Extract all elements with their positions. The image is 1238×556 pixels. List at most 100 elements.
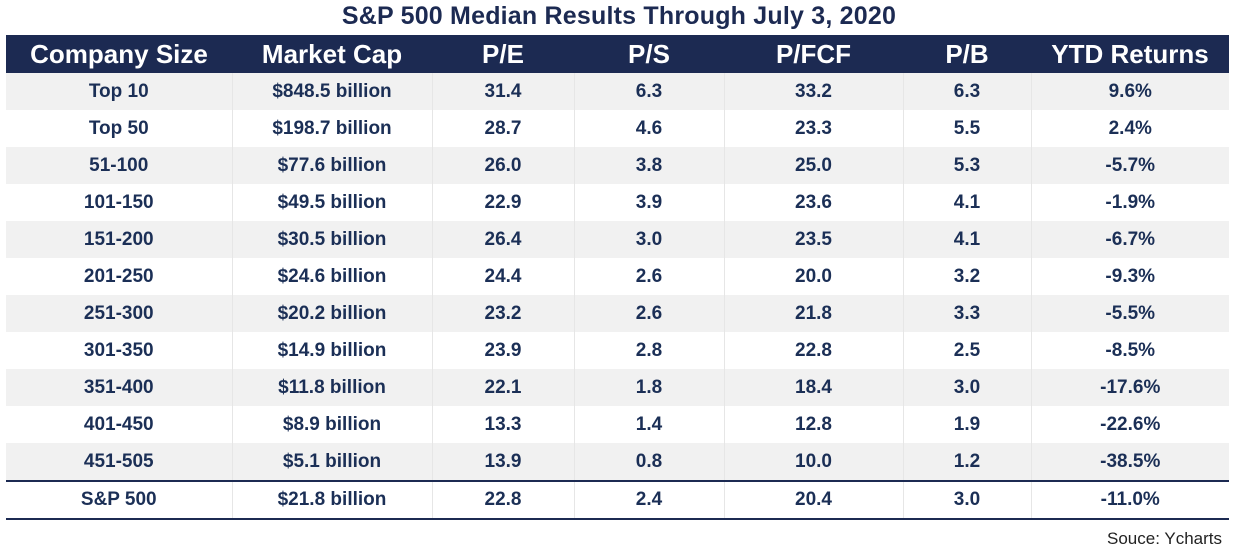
table-cell: 26.4 — [432, 221, 575, 258]
total-cell: 20.4 — [724, 480, 904, 520]
total-cell: 2.4 — [574, 480, 725, 520]
results-table-container: Company Size Market Cap P/E P/S P/FCF P/B YTD … — [6, 35, 1229, 520]
table-cell: -6.7% — [1031, 221, 1229, 258]
table-cell: 1.9 — [903, 406, 1032, 443]
table-cell: 101-150 — [6, 184, 233, 221]
table-cell: 4.1 — [903, 184, 1032, 221]
table-cell: 251-300 — [6, 295, 233, 332]
table-cell: -1.9% — [1031, 184, 1229, 221]
table-cell: -5.5% — [1031, 295, 1229, 332]
table-cell: 6.3 — [903, 73, 1032, 110]
table-cell: 31.4 — [432, 73, 575, 110]
table-cell: 351-400 — [6, 369, 233, 406]
column-header: P/FCF — [724, 35, 903, 73]
table-cell: 451-505 — [6, 443, 233, 481]
table-cell: 18.4 — [724, 369, 904, 406]
table-cell: 151-200 — [6, 221, 233, 258]
table-cell: 3.0 — [903, 369, 1032, 406]
table-cell: 2.8 — [574, 332, 725, 369]
table-cell: 2.5 — [903, 332, 1032, 369]
table-cell: 23.6 — [724, 184, 904, 221]
table-cell: 1.2 — [903, 443, 1032, 481]
table-cell: 23.5 — [724, 221, 904, 258]
table-cell: $5.1 billion — [232, 443, 433, 481]
table-body: Top 10 $848.5 billion 31.4 6.3 33.2 6.3 9.6% To… — [6, 73, 1229, 520]
table-row: 401-450 $8.9 billion 13.3 1.4 12.8 1.9 -22.6% — [6, 406, 1229, 443]
table-row: Top 10 $848.5 billion 31.4 6.3 33.2 6.3 9.6% — [6, 73, 1229, 110]
table-row: 451-505 $5.1 billion 13.9 0.8 10.0 1.2 -38.5% — [6, 443, 1229, 481]
table-cell: $11.8 billion — [232, 369, 433, 406]
table-cell: 401-450 — [6, 406, 233, 443]
table-cell: 20.0 — [724, 258, 904, 295]
table-row: 201-250 $24.6 billion 24.4 2.6 20.0 3.2 -9.3% — [6, 258, 1229, 295]
table-cell: -8.5% — [1031, 332, 1229, 369]
table-row: 151-200 $30.5 billion 26.4 3.0 23.5 4.1 -6.7% — [6, 221, 1229, 258]
table-cell: 1.4 — [574, 406, 725, 443]
table-cell: 4.1 — [903, 221, 1032, 258]
column-header: Company Size — [6, 35, 232, 73]
table-cell: 6.3 — [574, 73, 725, 110]
table-cell: $848.5 billion — [232, 73, 433, 110]
column-header: P/B — [903, 35, 1031, 73]
table-cell: 3.3 — [903, 295, 1032, 332]
table-cell: 22.9 — [432, 184, 575, 221]
total-row: S&P 500 $21.8 billion 22.8 2.4 20.4 3.0 -11.0% — [6, 480, 1229, 520]
table-cell: $49.5 billion — [232, 184, 433, 221]
table-cell: 3.8 — [574, 147, 725, 184]
table-cell: 4.6 — [574, 110, 725, 147]
table-cell: 0.8 — [574, 443, 725, 481]
table-cell: 301-350 — [6, 332, 233, 369]
table-cell: 12.8 — [724, 406, 904, 443]
table-cell: $198.7 billion — [232, 110, 433, 147]
table-cell: -38.5% — [1031, 443, 1229, 481]
source-note: Souce: Ycharts — [1107, 529, 1222, 548]
header-row: Company Size Market Cap P/E P/S P/FCF P/B YTD … — [6, 35, 1229, 73]
table-row: 101-150 $49.5 billion 22.9 3.9 23.6 4.1 -1.9% — [6, 184, 1229, 221]
table-cell: 33.2 — [724, 73, 904, 110]
table-cell: 10.0 — [724, 443, 904, 481]
table-cell: 9.6% — [1031, 73, 1229, 110]
table-cell: 5.5 — [903, 110, 1032, 147]
table-cell: $20.2 billion — [232, 295, 433, 332]
table-cell: 3.9 — [574, 184, 725, 221]
table-cell: 24.4 — [432, 258, 575, 295]
table-cell: -9.3% — [1031, 258, 1229, 295]
table-row: 251-300 $20.2 billion 23.2 2.6 21.8 3.3 -5.5% — [6, 295, 1229, 332]
table-cell: 13.9 — [432, 443, 575, 481]
table-cell: 22.8 — [724, 332, 904, 369]
table-cell: 23.3 — [724, 110, 904, 147]
table-cell: 22.1 — [432, 369, 575, 406]
table-cell: 201-250 — [6, 258, 233, 295]
table-cell: 23.9 — [432, 332, 575, 369]
table-cell: $24.6 billion — [232, 258, 433, 295]
table-cell: -17.6% — [1031, 369, 1229, 406]
table-cell: 2.4% — [1031, 110, 1229, 147]
total-cell: $21.8 billion — [232, 480, 433, 520]
table-cell: 5.3 — [903, 147, 1032, 184]
table-cell: 26.0 — [432, 147, 575, 184]
table-row: 51-100 $77.6 billion 26.0 3.8 25.0 5.3 -5.7% — [6, 147, 1229, 184]
table-cell: 2.6 — [574, 295, 725, 332]
total-cell: S&P 500 — [6, 480, 233, 520]
table-cell: -5.7% — [1031, 147, 1229, 184]
table-cell: $14.9 billion — [232, 332, 433, 369]
table-cell: 1.8 — [574, 369, 725, 406]
table-cell: Top 10 — [6, 73, 233, 110]
total-cell: 3.0 — [903, 480, 1032, 520]
table-cell: 25.0 — [724, 147, 904, 184]
table-cell: $30.5 billion — [232, 221, 433, 258]
total-cell: 22.8 — [432, 480, 575, 520]
table-cell: 21.8 — [724, 295, 904, 332]
table-cell: 2.6 — [574, 258, 725, 295]
table-cell: 3.0 — [574, 221, 725, 258]
table-row: 351-400 $11.8 billion 22.1 1.8 18.4 3.0 -17.6% — [6, 369, 1229, 406]
column-header: P/E — [432, 35, 574, 73]
table-cell: 3.2 — [903, 258, 1032, 295]
column-header: YTD Returns — [1031, 35, 1229, 73]
table-row: Top 50 $198.7 billion 28.7 4.6 23.3 5.5 2.4% — [6, 110, 1229, 147]
table-cell: $77.6 billion — [232, 147, 433, 184]
table-cell: 51-100 — [6, 147, 233, 184]
table-cell: 13.3 — [432, 406, 575, 443]
table-cell: Top 50 — [6, 110, 233, 147]
column-header: P/S — [574, 35, 724, 73]
